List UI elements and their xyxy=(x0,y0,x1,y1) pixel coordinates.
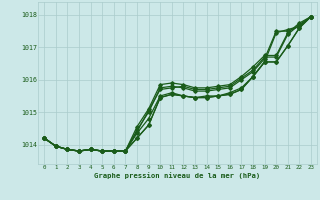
X-axis label: Graphe pression niveau de la mer (hPa): Graphe pression niveau de la mer (hPa) xyxy=(94,172,261,179)
